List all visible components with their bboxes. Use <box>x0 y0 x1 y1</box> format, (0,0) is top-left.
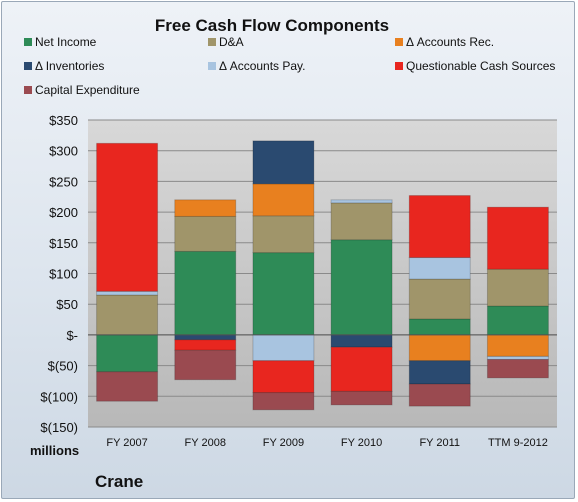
bar-segment <box>330 239 393 336</box>
legend-swatch <box>395 38 403 46</box>
bar-segment <box>252 392 315 411</box>
y-tick-label: $(50) <box>48 359 78 374</box>
y-tick-label: $250 <box>49 174 78 189</box>
y-tick-label: $200 <box>49 205 78 220</box>
legend-swatch <box>395 62 403 70</box>
bar-segment <box>96 334 159 373</box>
units-label: millions <box>30 443 79 458</box>
y-tick-label: $300 <box>49 144 78 159</box>
legend-label: Net Income <box>35 35 97 49</box>
bar-segment <box>330 199 393 204</box>
bar-segment <box>174 349 237 381</box>
y-tick-label: $50 <box>56 297 78 312</box>
bar-segment <box>252 334 315 362</box>
legend-label: Δ Accounts Rec. <box>406 35 494 49</box>
legend-swatch <box>24 38 32 46</box>
y-tick-label: $150 <box>49 236 78 251</box>
x-axis-ticks: FY 2007 FY 2008 FY 2009 FY 2010 FY 2011 TTM 9… <box>106 437 547 449</box>
x-tick-label: TTM 9-2012 <box>488 437 548 449</box>
bar-segment <box>96 290 159 296</box>
bar-segment <box>174 339 237 351</box>
legend-label: Δ Inventories <box>35 59 104 73</box>
y-tick-label: $350 <box>49 113 78 128</box>
bar-segment <box>486 334 549 357</box>
legend-label: D&A <box>219 35 244 49</box>
bar-segment <box>486 305 549 336</box>
x-tick-label: FY 2011 <box>419 437 460 449</box>
y-tick-label: $(150) <box>40 420 78 435</box>
legend-swatch <box>24 62 32 70</box>
y-tick-label: $100 <box>49 267 78 282</box>
bar-segment <box>96 142 159 292</box>
bar-segment <box>408 360 471 385</box>
legend-label: Δ Accounts Pay. <box>219 59 306 73</box>
bar-segment <box>486 358 549 379</box>
bar-segment <box>408 257 471 280</box>
bar-segment <box>408 334 471 362</box>
bars <box>88 140 557 411</box>
y-axis-ticks: $350 $300 $250 $200 $150 $100 $50 $- $(50) $(100)… <box>40 113 78 435</box>
bar-segment <box>408 278 471 320</box>
y-tick-label: $(100) <box>40 389 78 404</box>
bar-segment <box>252 183 315 217</box>
x-tick-label: FY 2010 <box>341 437 382 449</box>
bar-segment <box>330 334 393 348</box>
bar-segment <box>330 202 393 241</box>
y-tick-label: $- <box>66 328 78 343</box>
bar-segment <box>174 250 237 336</box>
bar-segment <box>486 268 549 307</box>
bar-segment <box>408 318 471 336</box>
bar-segment <box>96 371 159 402</box>
legend-label: Questionable Cash Sources <box>406 59 555 73</box>
legend-swatch <box>24 86 32 94</box>
legend-swatch <box>208 38 216 46</box>
bar-segment <box>330 346 393 392</box>
bar-segment <box>330 390 393 406</box>
company-name: Crane <box>95 472 143 491</box>
legend-label: Capital Expenditure <box>35 83 140 97</box>
bar-segment <box>252 215 315 254</box>
bar-segment <box>252 252 315 336</box>
x-tick-label: FY 2008 <box>185 437 226 449</box>
bar-segment <box>174 334 237 341</box>
bar-segment <box>252 140 315 185</box>
bar-segment <box>174 215 237 252</box>
x-tick-label: FY 2009 <box>263 437 304 449</box>
chart-title: Free Cash Flow Components <box>155 16 389 35</box>
bar-segment <box>174 199 237 217</box>
bar-segment <box>486 206 549 270</box>
bar-segment <box>252 360 315 394</box>
x-tick-label: FY 2007 <box>106 437 147 449</box>
bar-segment <box>408 383 471 407</box>
bar-segment <box>96 294 159 336</box>
legend-swatch <box>208 62 216 70</box>
gridlines <box>88 119 557 428</box>
legend: Net Income D&A Δ Accounts Rec. Δ Inventorie… <box>24 35 555 97</box>
bar-segment <box>408 195 471 259</box>
